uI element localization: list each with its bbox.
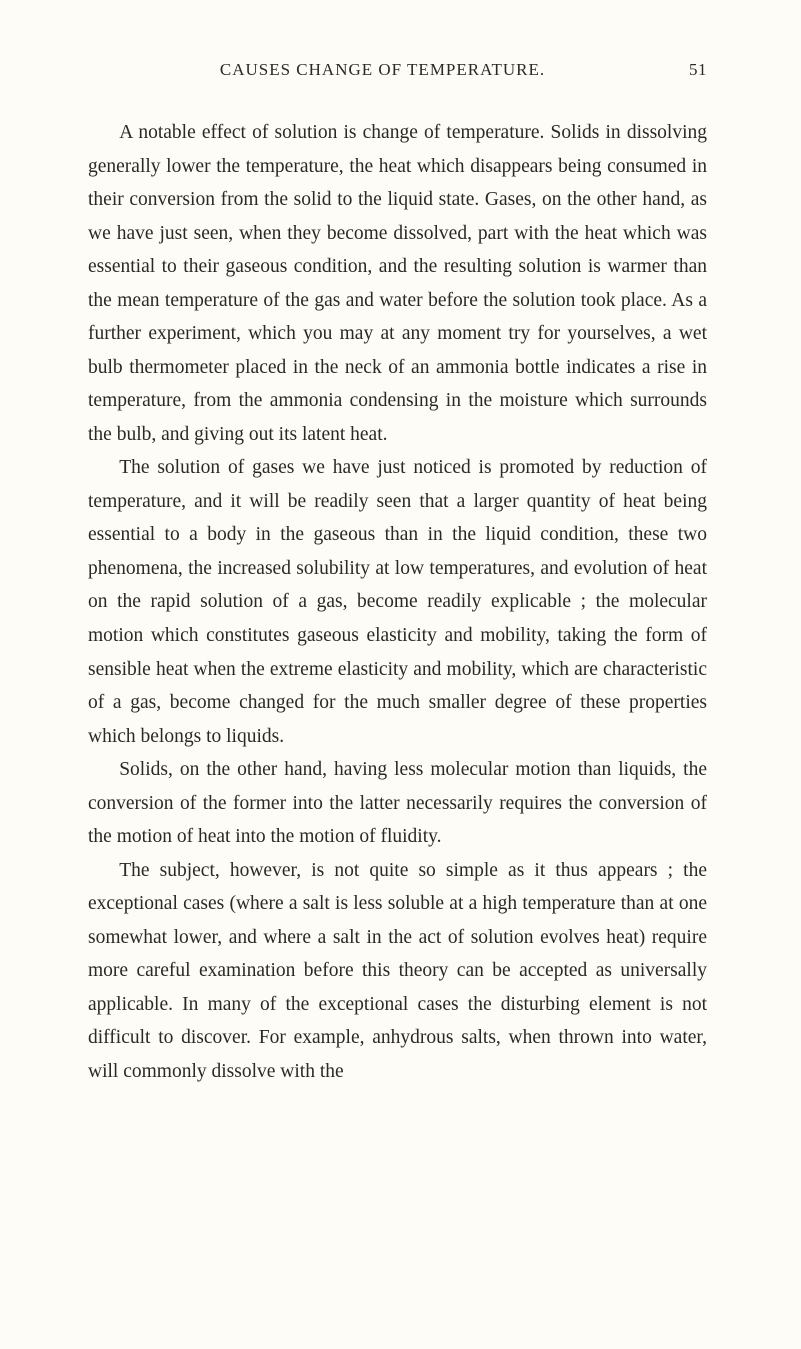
paragraph: Solids, on the other hand, having less m… (88, 753, 707, 854)
paragraph: A notable effect of solution is change o… (88, 116, 707, 451)
running-header: CAUSES CHANGE OF TEMPERATURE. 51 (88, 60, 707, 80)
running-title: CAUSES CHANGE OF TEMPERATURE. (88, 60, 677, 80)
page-number: 51 (677, 60, 707, 80)
body-text: A notable effect of solution is change o… (88, 116, 707, 1088)
paragraph: The subject, however, is not quite so si… (88, 854, 707, 1089)
paragraph: The solution of gases we have just notic… (88, 451, 707, 753)
page: CAUSES CHANGE OF TEMPERATURE. 51 A notab… (0, 0, 801, 1349)
